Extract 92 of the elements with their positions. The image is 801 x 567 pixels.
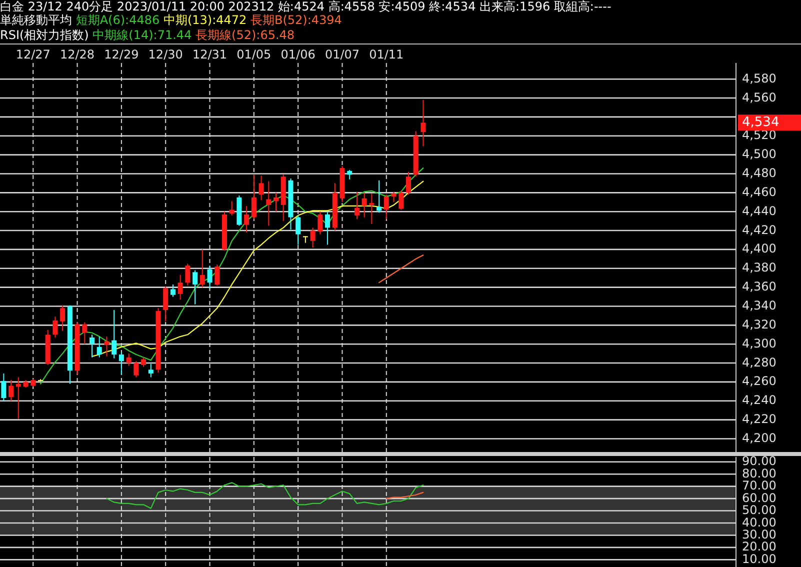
y-tick-label: 4,580 (742, 71, 776, 86)
chart-title: 白金 23/12 240分足 2023/01/11 20:00 202312 始:4524 高:4558 安:4509 終:4534 出来高:1596 取組高:---- (0, 0, 612, 14)
y-tick-label: 60.00 (742, 490, 776, 505)
candlestick (200, 248, 205, 288)
candlestick (244, 205, 250, 233)
line-series (378, 254, 424, 284)
candlestick (310, 227, 316, 248)
text: 4,534 (742, 115, 780, 130)
y-tick-label: 4,460 (742, 184, 776, 199)
candlestick (141, 356, 146, 368)
candlestick (112, 310, 117, 359)
candlestick (148, 363, 154, 378)
x-tick-label: 01/05 (236, 47, 272, 62)
candlestick (8, 380, 14, 402)
y-tick-label: 4,260 (742, 374, 776, 388)
candlestick (60, 304, 66, 332)
candlestick (376, 180, 382, 214)
line-series (386, 492, 424, 500)
y-tick-label: 4,500 (742, 147, 776, 162)
candlestick (170, 284, 176, 298)
candlestick (178, 274, 183, 300)
candlestick (296, 214, 301, 246)
candlestick (207, 265, 212, 289)
candlestick (134, 360, 139, 378)
x-tick-label: 12/31 (192, 47, 228, 62)
text: 長期B(52):4394 (250, 13, 342, 28)
candlestick (185, 263, 190, 286)
x-tick-label: 01/07 (324, 47, 360, 62)
y-tick-label: 4,220 (742, 412, 776, 426)
y-tick-label: 4,300 (742, 336, 776, 350)
x-tick-label: 12/30 (148, 47, 183, 62)
candlestick (52, 316, 58, 338)
y-tick-label: 50.00 (742, 503, 776, 518)
y-tick-label: 4,320 (742, 317, 776, 332)
candlestick (251, 174, 256, 220)
legend-title: RSI(相対力指数) (0, 28, 93, 42)
text: 短期A(6):4486 (76, 13, 164, 28)
candlestick (420, 99, 426, 147)
y-tick-label: 10.00 (742, 552, 776, 566)
candlestick (369, 193, 374, 224)
y-tick-label: 30.00 (742, 528, 776, 542)
candlestick (192, 270, 198, 305)
candlestick (82, 322, 88, 345)
line-series (40, 168, 424, 384)
candlestick (214, 264, 220, 286)
candlestick (398, 190, 404, 210)
candlestick (104, 336, 110, 357)
x-tick-label: 12/29 (104, 47, 139, 62)
y-tick-label: 4,520 (742, 128, 776, 142)
line-series (106, 482, 424, 509)
y-tick-label: 80.00 (742, 466, 776, 480)
candlestick (90, 334, 94, 358)
y-tick-label: 4,420 (742, 222, 776, 237)
text: 中期線(14):71.44 (92, 28, 196, 42)
y-tick-label: 90.00 (742, 454, 776, 468)
y-tick-label: 4,560 (742, 90, 776, 104)
y-tick-label: 4,280 (742, 355, 776, 370)
y-tick-label: 4,240 (742, 393, 776, 408)
y-tick-label: 4,480 (742, 166, 776, 180)
candlestick (163, 286, 168, 322)
candlestick (391, 191, 396, 203)
y-tick-label: 4,380 (742, 260, 776, 275)
x-tick-label: 01/06 (280, 47, 316, 62)
candlestick (258, 175, 264, 201)
candlestick (274, 192, 278, 212)
y-tick-label: 4,440 (742, 204, 776, 218)
candlestick (126, 353, 132, 366)
y-tick-label: 40.00 (742, 515, 776, 530)
text: 長期線(52):65.48 (196, 28, 295, 42)
candlestick (1, 372, 6, 402)
x-tick-label: 12/27 (16, 47, 50, 62)
candlestick (96, 336, 102, 358)
candlestick (229, 200, 234, 216)
candlestick (266, 180, 272, 226)
y-tick-label: 4,400 (742, 242, 776, 256)
candlestick (406, 171, 411, 196)
candlestick (325, 211, 330, 246)
x-tick-label: 01/11 (369, 47, 404, 62)
legend-title: 単純移動平均 (0, 13, 76, 28)
y-tick-label: 4,340 (742, 298, 776, 313)
candlestick (118, 351, 124, 375)
candlestick (318, 211, 323, 235)
candlestick (384, 194, 389, 220)
text: 中期(13):4472 (163, 13, 250, 28)
candlestick (347, 169, 352, 180)
y-tick-label: 20.00 (742, 540, 776, 554)
y-tick-label: 70.00 (742, 478, 776, 493)
candlestick (362, 192, 367, 218)
candlestick (354, 191, 360, 220)
y-tick-label: 4,200 (742, 431, 776, 446)
y-tick-label: 4,360 (742, 280, 776, 294)
x-tick-label: 12/28 (60, 47, 95, 62)
